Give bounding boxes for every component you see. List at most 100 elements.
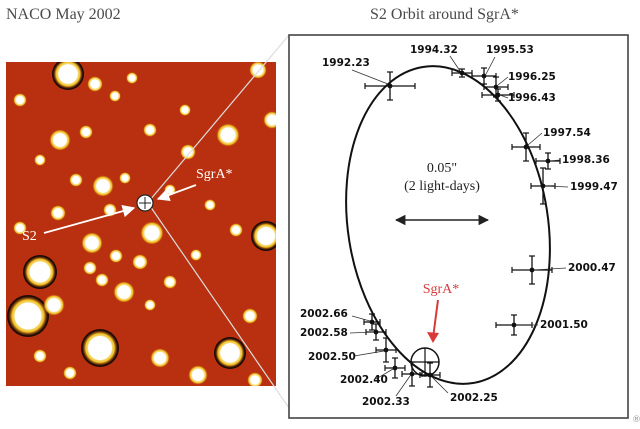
epoch-leader [544, 185, 569, 188]
star [81, 232, 103, 254]
epoch-marker: 2001.50 [495, 314, 588, 336]
star [52, 62, 84, 90]
star [242, 308, 258, 324]
image-sgra-label: SgrA* [196, 167, 233, 182]
epoch-label: 2002.33 [362, 396, 410, 408]
star [229, 223, 243, 237]
epoch-label: 1996.43 [508, 92, 556, 104]
epoch-marker: 1995.53 [471, 44, 534, 85]
epoch-point [523, 144, 529, 150]
star [190, 249, 202, 261]
epoch-label: 1992.23 [322, 57, 370, 69]
epoch-leader [527, 132, 543, 146]
star [49, 129, 71, 151]
star [87, 76, 103, 92]
epoch-marker: 1994.32 [410, 44, 473, 78]
epoch-marker: 1996.25 [483, 71, 556, 98]
star [119, 172, 131, 184]
star [109, 249, 123, 263]
star [163, 275, 177, 289]
epoch-label: 2002.40 [340, 374, 388, 386]
epoch-marker: 1992.23 [322, 57, 416, 101]
epoch-label: 2000.47 [568, 262, 616, 274]
star [23, 255, 57, 289]
star [92, 175, 114, 197]
epoch-point [495, 92, 501, 98]
s2-orbit-ellipse [345, 65, 551, 385]
epoch-point [409, 371, 415, 377]
orbit-sgra-arrowhead [427, 332, 439, 343]
orbit-sgra-label: SgrA* [423, 282, 460, 297]
scale-indicator: 0.05" (2 light-days) [394, 161, 490, 226]
epoch-marker: 1998.36 [535, 152, 610, 170]
epoch-point [493, 84, 499, 90]
epoch-leader [499, 94, 509, 99]
star [204, 199, 216, 211]
orbit-sgra-marker [410, 347, 440, 377]
epoch-label: 1998.36 [562, 154, 610, 166]
star [214, 337, 246, 369]
star [79, 125, 93, 139]
star [109, 90, 121, 102]
star [34, 154, 46, 166]
epoch-label: 1995.53 [486, 44, 534, 56]
epoch-leader [351, 315, 371, 322]
epoch-point [529, 267, 535, 273]
epoch-leader [533, 267, 567, 271]
epoch-marker: 2002.66 [300, 308, 381, 331]
star [69, 173, 83, 187]
epoch-marker: 1997.54 [511, 127, 591, 162]
epoch-leader [349, 331, 375, 334]
image-s2-arrow [43, 204, 136, 234]
image-s2-label: S2 [22, 229, 37, 244]
epoch-point [387, 83, 393, 89]
epoch-leader [485, 56, 496, 75]
star [180, 144, 196, 160]
epoch-leader [375, 368, 394, 380]
right-panel-title: S2 Orbit around SgrA* [370, 6, 519, 23]
star [7, 295, 49, 337]
star [251, 221, 276, 251]
star [126, 72, 138, 84]
star [95, 273, 109, 287]
epoch-point [383, 347, 389, 353]
star [113, 281, 135, 303]
epoch-point [545, 158, 551, 164]
star [13, 93, 27, 107]
epoch-point [427, 372, 433, 378]
star [144, 299, 156, 311]
watermark: ® [632, 415, 640, 425]
orbit-sgra-arrow [432, 299, 439, 339]
epoch-leader [353, 350, 385, 357]
epoch-point [392, 365, 398, 371]
epoch-label: 1994.32 [410, 44, 458, 56]
epoch-marker: 2002.25 [419, 362, 498, 404]
epoch-leader [395, 375, 411, 397]
epoch-marker: 2002.40 [340, 357, 406, 386]
epoch-leader [549, 159, 561, 162]
star [13, 221, 27, 235]
scale-caption: (2 light-days) [404, 179, 480, 194]
epoch-point [373, 329, 379, 335]
epoch-marker: 1999.47 [530, 167, 618, 205]
naco-image [6, 62, 276, 386]
epoch-point [540, 183, 546, 189]
epoch-marker: 2002.33 [362, 361, 423, 408]
epoch-marker: 2002.50 [308, 337, 397, 363]
star-field [7, 62, 276, 386]
epoch-marker: 2000.47 [511, 255, 616, 285]
star [263, 111, 276, 129]
star [43, 294, 65, 316]
epoch-marker: 1996.43 [481, 88, 556, 104]
image-sgra-arrow [156, 184, 197, 201]
star [132, 254, 148, 270]
star [247, 372, 263, 386]
epoch-label: 1999.47 [570, 181, 618, 193]
orbit-panel-frame [288, 34, 629, 419]
epoch-leader [351, 69, 389, 85]
epoch-point [459, 70, 465, 76]
epoch-label: 1997.54 [543, 127, 591, 139]
epoch-layer: 1992.23 1994.32 1995.53 1996.25 1996.43 1997.… [300, 44, 618, 408]
epoch-label: 2002.25 [450, 392, 498, 404]
